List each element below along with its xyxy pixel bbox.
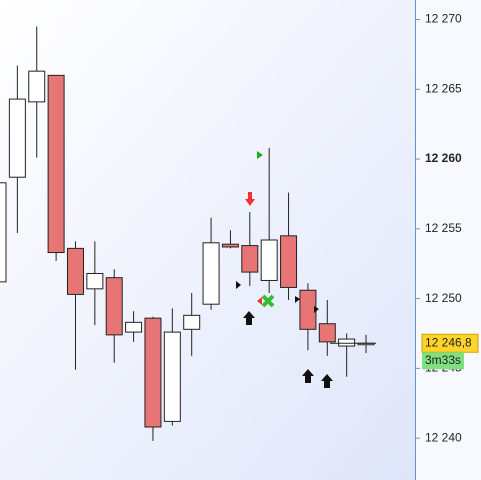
marker (314, 306, 319, 313)
price-tags: 12 246,8 3m33s (421, 333, 479, 370)
marker (257, 297, 262, 305)
candle-body (163, 331, 181, 422)
candle-body (183, 314, 201, 330)
candle-body (241, 245, 259, 273)
marker (321, 374, 333, 388)
candle-body (0, 182, 7, 283)
candle-body (280, 235, 298, 288)
candle-body (28, 70, 46, 103)
candle-body (260, 239, 278, 281)
candle-body (66, 247, 84, 295)
candle-body (221, 243, 239, 248)
timer-tag (422, 352, 464, 370)
y-tick-label: 12 240 (425, 430, 462, 444)
candle-body (105, 277, 123, 336)
y-tick-label: 12 265 (425, 81, 462, 95)
candle-body (47, 74, 65, 254)
candle-body (299, 289, 317, 330)
trade-markers (236, 151, 333, 388)
timer-label: 3m33s (425, 353, 461, 367)
candle-body (318, 323, 336, 343)
marker (302, 369, 314, 383)
marker (245, 192, 255, 206)
marker (257, 151, 263, 159)
marker (261, 294, 275, 308)
candle-body (86, 272, 104, 290)
candles (0, 26, 376, 441)
marker (243, 311, 255, 325)
plot-background (0, 0, 415, 480)
candle-body (8, 98, 26, 178)
candle-body (144, 317, 162, 428)
price-tag-label: 12 246,8 (425, 335, 472, 349)
y-tick-label: 12 255 (425, 221, 462, 235)
candle-body (338, 338, 356, 347)
axis-background (415, 0, 481, 480)
y-tick-label: 12 250 (425, 291, 462, 305)
y-tick-label: 12 270 (425, 12, 462, 26)
candle-body (125, 321, 143, 333)
y-tick-label: 12 260 (425, 151, 462, 165)
candle-body (202, 242, 220, 305)
marker (236, 281, 241, 289)
marker (295, 296, 300, 303)
